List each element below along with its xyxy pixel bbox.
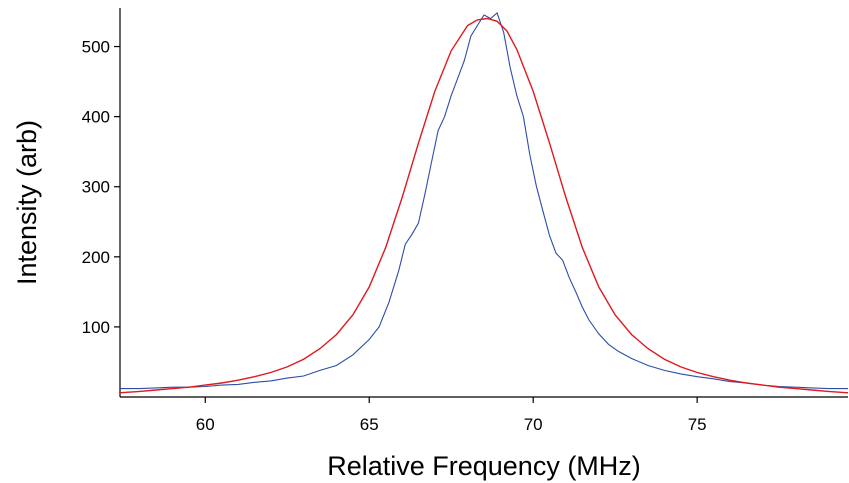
y-tick-label: 300 xyxy=(82,178,110,197)
x-tick-label: 75 xyxy=(688,415,707,434)
y-tick-label: 500 xyxy=(82,38,110,57)
x-tick-label: 65 xyxy=(360,415,379,434)
x-axis-title: Relative Frequency (MHz) xyxy=(327,451,641,481)
axes xyxy=(119,8,848,398)
x-tick-label: 60 xyxy=(196,415,215,434)
x-tick-label: 70 xyxy=(524,415,543,434)
y-tick-label: 400 xyxy=(82,108,110,127)
ticks: 60 65 70 75 100 200 300 400 500 xyxy=(82,38,707,434)
series-group xyxy=(119,11,849,394)
y-axis-title: Intensity (arb) xyxy=(12,120,42,285)
fit-curve-line xyxy=(119,17,849,394)
y-tick-label: 200 xyxy=(82,248,110,267)
measured-spectrum-line xyxy=(120,11,848,390)
y-tick-label: 100 xyxy=(82,318,110,337)
